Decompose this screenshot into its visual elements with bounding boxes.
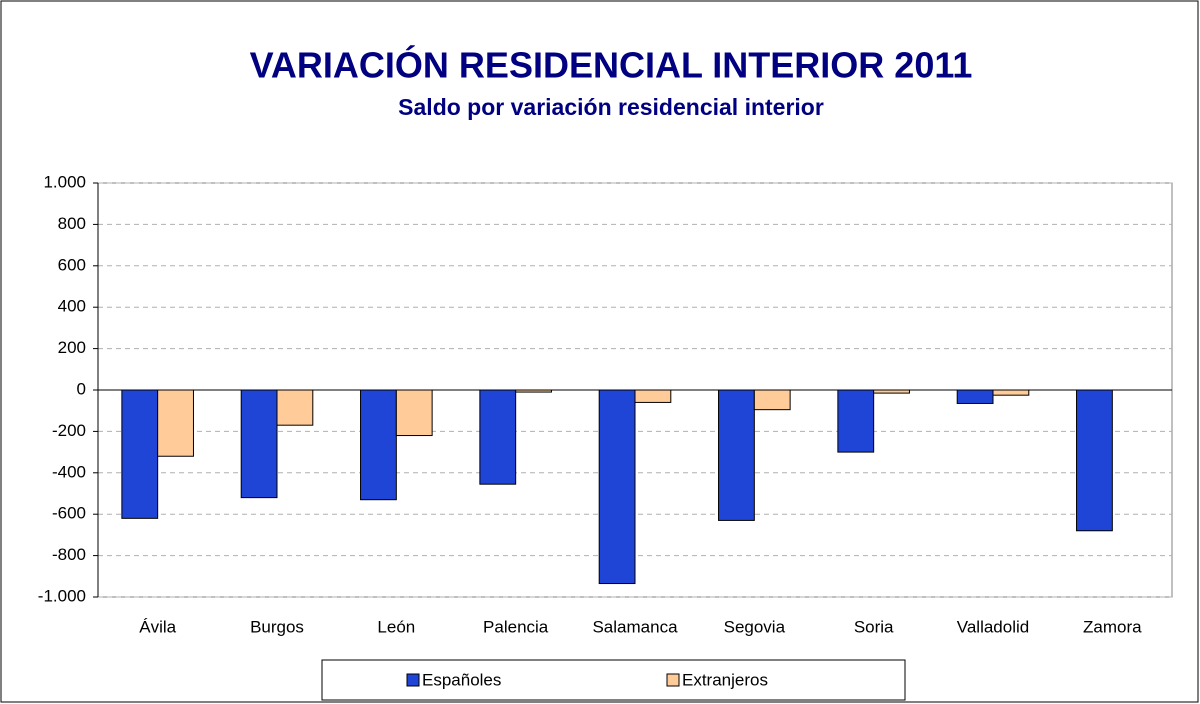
bar	[479, 389, 517, 485]
x-tick-label: Salamanca	[592, 617, 678, 636]
y-tick-label: -200	[52, 421, 86, 440]
x-tick-label: Ávila	[139, 617, 176, 636]
bar	[634, 389, 672, 403]
y-tick-label: 1.000	[43, 172, 86, 191]
y-tick-label: 200	[58, 338, 86, 357]
y-tick-label: -600	[52, 504, 86, 523]
x-tick-label: León	[377, 617, 415, 636]
bar	[1076, 389, 1113, 532]
bar	[276, 389, 314, 426]
chart-subtitle: Saldo por variación residencial interior	[398, 94, 824, 120]
chart-title: VARIACIÓN RESIDENCIAL INTERIOR 2011	[250, 44, 973, 86]
x-tick-label: Burgos	[250, 617, 304, 636]
bar	[360, 389, 397, 501]
x-tick-label: Soria	[854, 617, 894, 636]
y-tick-label: 600	[58, 255, 86, 274]
x-tick-label: Valladolid	[957, 617, 1029, 636]
bar	[395, 389, 433, 437]
bar	[992, 389, 1030, 396]
x-tick-label: Zamora	[1083, 617, 1142, 636]
y-tick-label: 800	[58, 214, 86, 233]
legend-swatch	[406, 673, 420, 687]
y-tick-label: 400	[58, 297, 86, 316]
bar	[121, 389, 159, 519]
x-tick-label: Segovia	[724, 617, 786, 636]
bar	[837, 389, 875, 453]
x-tick-label: Palencia	[483, 617, 549, 636]
legend-swatch	[666, 673, 680, 687]
y-tick-label: -400	[52, 462, 86, 481]
bar	[240, 389, 278, 499]
y-tick-label: 0	[77, 379, 86, 398]
y-tick-label: -1.000	[38, 586, 86, 605]
bar	[598, 389, 636, 585]
legend-label: Españoles	[422, 670, 501, 689]
bar	[718, 389, 755, 521]
legend-label: Extranjeros	[682, 670, 768, 689]
bar	[956, 389, 994, 404]
bar	[157, 389, 194, 457]
bar	[753, 389, 791, 411]
y-tick-label: -800	[52, 545, 86, 564]
